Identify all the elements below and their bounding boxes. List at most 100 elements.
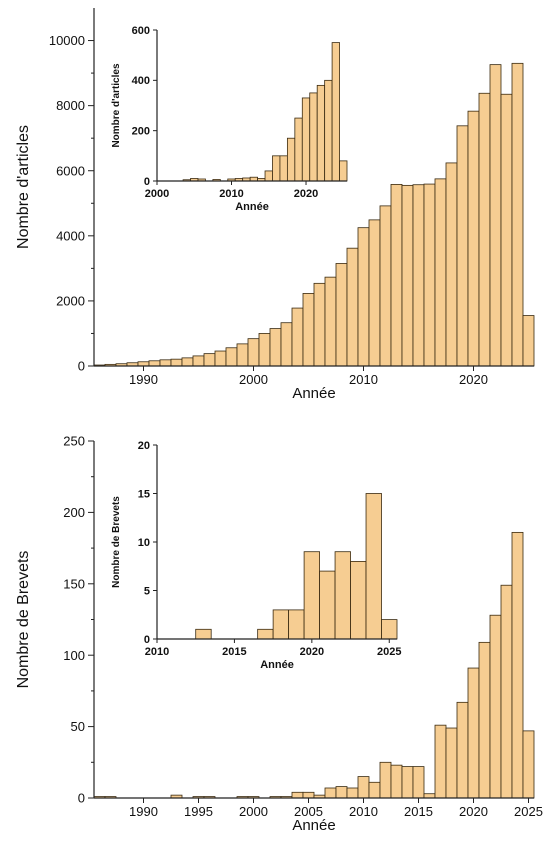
bar <box>313 282 326 367</box>
x-tick-label: 2020 <box>459 804 488 819</box>
y-tick-label: 15 <box>138 488 150 500</box>
bar <box>288 609 305 640</box>
bar <box>412 766 425 799</box>
x-tick-label: 2020 <box>459 372 488 387</box>
bar <box>272 609 290 640</box>
bar <box>195 628 212 640</box>
y-tick-label: 600 <box>132 25 150 37</box>
bar <box>456 125 469 367</box>
bar <box>301 97 311 182</box>
bar <box>390 183 403 367</box>
x-tick-label: 1990 <box>129 372 158 387</box>
bar <box>302 293 315 367</box>
bar <box>203 353 216 367</box>
bar <box>319 570 336 640</box>
bar <box>280 322 293 367</box>
x-tick-label: 2010 <box>349 804 378 819</box>
bar <box>291 307 304 367</box>
y-axis-label: Nombre de Brevets <box>111 496 122 588</box>
x-axis-label: Année <box>292 385 335 402</box>
bar <box>489 64 502 367</box>
bar <box>401 766 414 799</box>
bar <box>522 315 535 367</box>
bar <box>467 110 480 367</box>
bar <box>467 667 480 799</box>
bar <box>500 93 513 367</box>
bar <box>511 531 524 799</box>
x-tick-label: 2015 <box>222 646 246 658</box>
bar <box>303 551 320 640</box>
x-tick-label: 2020 <box>294 188 318 200</box>
bar <box>335 263 348 367</box>
x-tick-label: 2010 <box>145 646 169 658</box>
bar <box>324 276 337 367</box>
bar <box>423 183 436 367</box>
y-tick-label: 0 <box>144 634 150 646</box>
x-axis-label: Année <box>235 201 269 213</box>
bar <box>334 551 351 640</box>
bar <box>350 561 367 640</box>
y-axis-label: Nombre d'articles <box>15 125 32 249</box>
x-axis-label: Année <box>260 659 294 671</box>
bar <box>346 247 359 367</box>
bar <box>381 619 398 640</box>
bar <box>324 787 337 799</box>
y-tick-label: 5 <box>144 585 150 597</box>
y-tick-label: 400 <box>132 75 150 87</box>
bar <box>478 641 491 799</box>
bar <box>412 184 425 367</box>
bar <box>225 347 238 367</box>
x-tick-label: 2015 <box>404 804 433 819</box>
bar <box>339 160 348 182</box>
bar <box>324 79 333 182</box>
x-tick-label: 1995 <box>184 804 213 819</box>
bar <box>214 350 227 367</box>
y-axis-label: Nombre d'articles <box>111 63 122 148</box>
bar <box>192 355 205 367</box>
x-tick-label: 1990 <box>129 804 158 819</box>
x-tick-label: 2000 <box>239 804 268 819</box>
y-tick-label: 150 <box>63 576 85 591</box>
bar <box>357 227 370 367</box>
y-tick-label: 250 <box>63 434 85 449</box>
y-tick-label: 0 <box>78 359 85 374</box>
bar <box>346 787 359 799</box>
y-tick-label: 6000 <box>56 163 85 178</box>
y-axis-label: Nombre de Brevets <box>15 551 32 689</box>
bar <box>489 614 502 799</box>
bar <box>335 786 348 799</box>
bar <box>247 338 260 367</box>
y-tick-label: 200 <box>132 126 150 138</box>
bar <box>379 205 392 367</box>
bar <box>294 117 303 182</box>
bar <box>137 361 150 367</box>
bar <box>148 360 161 367</box>
y-tick-label: 100 <box>63 648 85 663</box>
x-tick-label: 2010 <box>349 372 378 387</box>
bar <box>478 92 491 367</box>
bar <box>302 791 315 799</box>
y-tick-label: 20 <box>138 440 150 452</box>
y-tick-label: 2000 <box>56 293 85 308</box>
bar <box>434 724 447 799</box>
bar <box>511 62 524 367</box>
bar <box>445 162 458 367</box>
y-tick-label: 200 <box>63 505 85 520</box>
bar <box>423 793 436 799</box>
bar <box>522 730 535 799</box>
bar <box>401 184 414 367</box>
bar <box>264 170 273 182</box>
bar <box>258 333 271 367</box>
bar <box>269 328 282 367</box>
bar <box>170 358 183 367</box>
bar <box>159 359 172 367</box>
bar <box>368 781 381 799</box>
x-axis-label: Année <box>292 817 335 834</box>
bar <box>181 357 194 367</box>
y-tick-label: 10 <box>138 537 150 549</box>
y-tick-label: 0 <box>144 176 150 188</box>
bar <box>365 493 382 640</box>
bar <box>357 776 370 799</box>
